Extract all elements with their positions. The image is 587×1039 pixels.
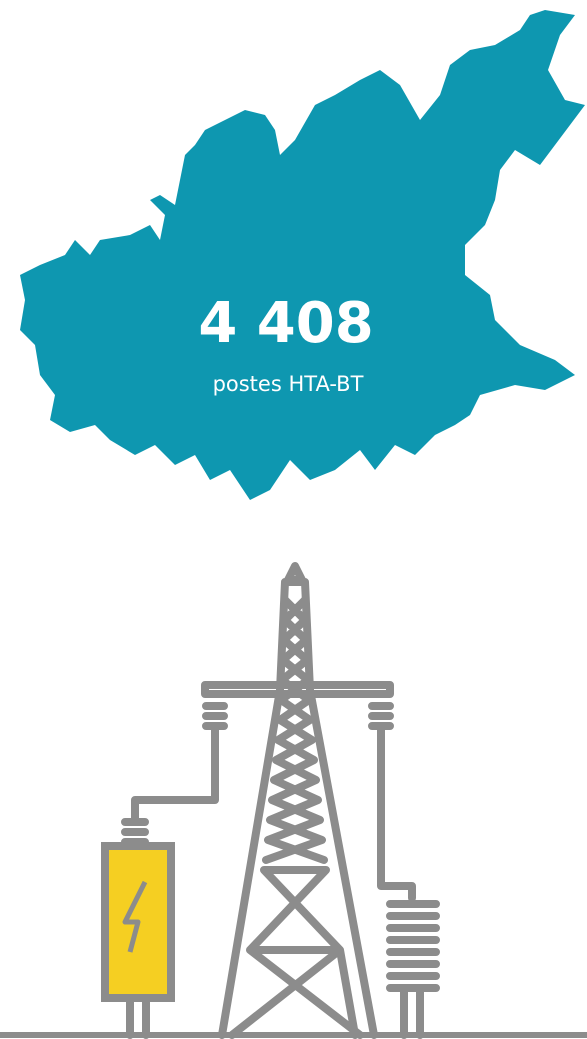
pylon-illustration (0, 562, 587, 1039)
count-label: postes HTA-BT (213, 372, 364, 396)
region-map (20, 10, 585, 500)
count: 4 408 (198, 291, 373, 356)
